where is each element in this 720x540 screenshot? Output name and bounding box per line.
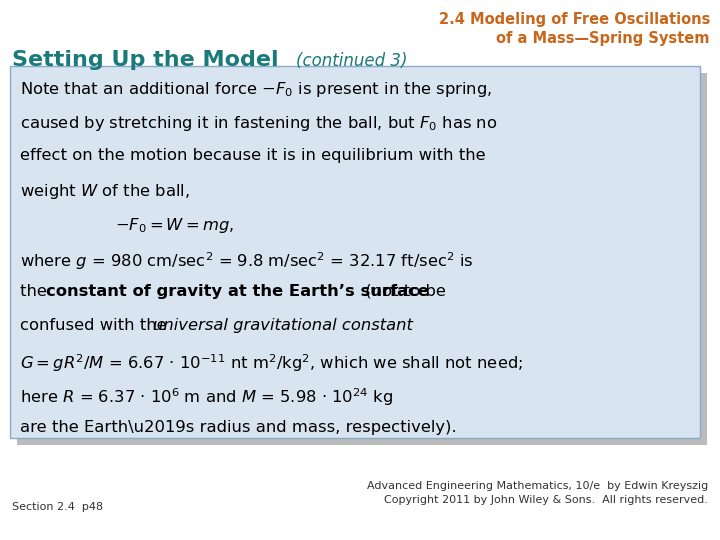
Text: Setting Up the Model: Setting Up the Model <box>12 50 279 70</box>
Text: (not to be: (not to be <box>360 284 446 299</box>
Text: caused by stretching it in fastening the ball, but $F_0$ has no: caused by stretching it in fastening the… <box>20 114 498 133</box>
Text: effect on the motion because it is in equilibrium with the: effect on the motion because it is in eq… <box>20 148 485 163</box>
Text: $G = gR^2/M$ = 6.67 $\cdot$ 10$^{-11}$ nt m$^2$/kg$^2$, which we shall not need;: $G = gR^2/M$ = 6.67 $\cdot$ 10$^{-11}$ n… <box>20 352 523 374</box>
Text: Note that an additional force $-F_0$ is present in the spring,: Note that an additional force $-F_0$ is … <box>20 80 492 99</box>
Text: the: the <box>20 284 52 299</box>
Text: (continued 3): (continued 3) <box>296 52 408 70</box>
Text: here $R$ = 6.37 $\cdot$ 10$^6$ m and $M$ = 5.98 $\cdot$ 10$^{24}$ kg: here $R$ = 6.37 $\cdot$ 10$^6$ m and $M$… <box>20 386 393 408</box>
Text: where $g$ = 980 cm/sec$^2$ = 9.8 m/sec$^2$ = 32.17 ft/sec$^2$ is: where $g$ = 980 cm/sec$^2$ = 9.8 m/sec$^… <box>20 250 474 272</box>
Text: $-F_0 = W = mg,$: $-F_0 = W = mg,$ <box>115 216 234 235</box>
Text: 2.4 Modeling of Free Oscillations
of a Mass—Spring System: 2.4 Modeling of Free Oscillations of a M… <box>438 12 710 45</box>
Text: Advanced Engineering Mathematics, 10/e  by Edwin Kreyszig
Copyright 2011 by John: Advanced Engineering Mathematics, 10/e b… <box>366 481 708 505</box>
Text: weight $W$ of the ball,: weight $W$ of the ball, <box>20 182 190 201</box>
Text: confused with the: confused with the <box>20 318 172 333</box>
FancyBboxPatch shape <box>10 66 700 438</box>
Text: Section 2.4  p48: Section 2.4 p48 <box>12 502 103 512</box>
Text: are the Earth\u2019s radius and mass, respectively).: are the Earth\u2019s radius and mass, re… <box>20 420 456 435</box>
FancyBboxPatch shape <box>17 73 707 445</box>
Text: universal gravitational constant: universal gravitational constant <box>153 318 413 333</box>
Text: constant of gravity at the Earth’s surface: constant of gravity at the Earth’s surfa… <box>46 284 429 299</box>
